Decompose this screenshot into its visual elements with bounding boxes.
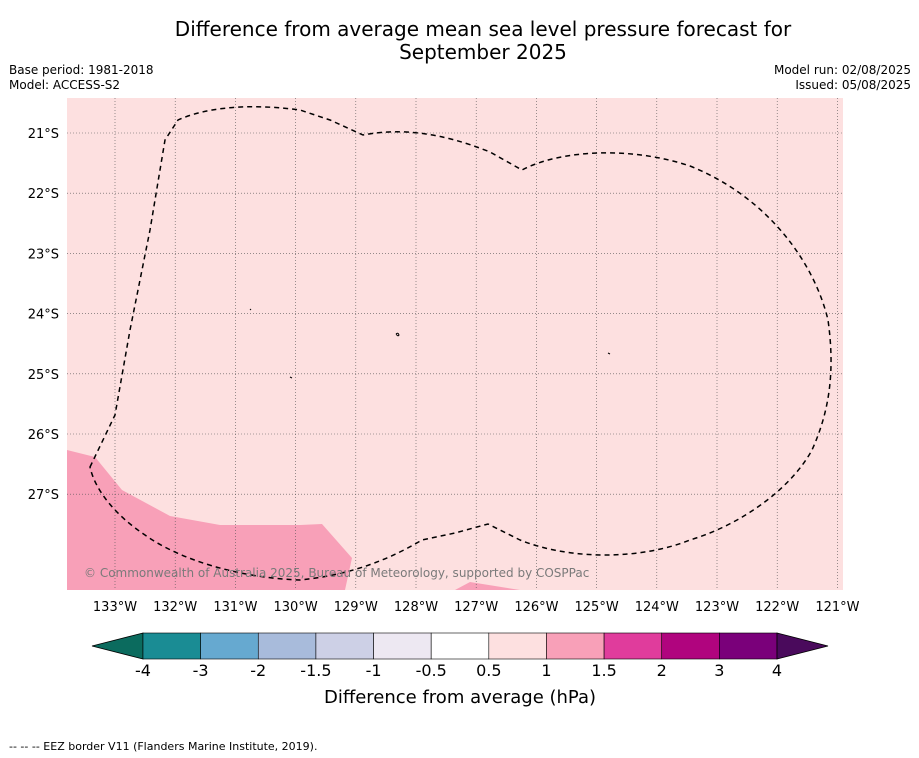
longitude-label: 133°W [93,600,137,615]
colorbar-low-extend [91,632,144,660]
latitude-label: 22°S [28,187,59,202]
title-line-2: September 2025 [399,40,567,64]
graticule [67,98,843,590]
map-panel: © Commonwealth of Australia 2025, Bureau… [28,98,860,615]
latitude-label: 21°S [28,127,59,142]
longitude-label: 122°W [755,600,799,615]
colorbar-cell [661,632,720,660]
colorbar-cell [373,632,432,660]
island-marker [607,352,611,355]
colorbar-cells [142,632,778,660]
island-marker [395,332,400,337]
eez-border [89,106,832,581]
latitude-label: 24°S [28,308,59,323]
colorbar-tick-label: -4 [135,661,151,680]
colorbar-high-extend [776,632,829,660]
colorbar-cell [546,632,605,660]
model-run: Model run: 02/08/2025 [773,63,911,77]
map-title: Difference from average mean sea level p… [0,18,919,64]
colorbar: -4 -3 -2 -1.5 -1 -0.5 0.5 1 1.5 2 3 4 Difference fr… [91,632,829,708]
colorbar-tick-label: -0.5 [416,661,447,680]
colorbar-tick-label: 1 [541,661,551,680]
colorbar-cell [488,632,547,660]
colorbar-tick-labels: -4 -3 -2 -1.5 -1 -0.5 0.5 1 1.5 2 3 4 [135,661,782,680]
colorbar-cell [719,632,778,660]
colorbar-tick-label: 0.5 [476,661,501,680]
colorbar-cell [200,632,259,660]
eez-footnote: -- -- -- EEZ border V11 (Flanders Marine… [9,740,318,753]
base-info: Base period: 1981-2018 Model: ACCESS-S2 [9,63,154,93]
colorbar-label: Difference from average (hPa) [324,687,596,708]
colorbar-tick-label: 3 [714,661,724,680]
colorbar-cell [315,632,374,660]
latitude-label: 26°S [28,428,59,443]
island-marker [289,376,293,379]
run-info: Model run: 02/08/2025 Issued: 05/08/2025 [774,63,911,93]
longitude-label: 131°W [213,600,257,615]
model-name: Model: ACCESS-S2 [9,78,121,92]
issued-date: Issued: 05/08/2025 [795,78,911,92]
longitude-label: 124°W [635,600,679,615]
longitude-labels: 133°W 132°W 131°W 130°W 129°W 128°W 127°W 126°W… [93,600,860,615]
latitude-label: 23°S [28,247,59,262]
latitude-label: 27°S [28,488,59,503]
longitude-label: 132°W [153,600,197,615]
longitude-label: 130°W [274,600,318,615]
colorbar-tick-label: 1.5 [591,661,616,680]
colorbar-cell [603,632,663,660]
latitude-labels: 21°S 22°S 23°S 24°S 25°S 26°S 27°S [28,127,59,503]
colorbar-cell [430,632,490,660]
colorbar-tick-label: -2 [250,661,266,680]
colorbar-tick-label: 4 [772,661,782,680]
copyright-text: © Commonwealth of Australia 2025, Bureau… [84,566,589,580]
island-marker [249,308,252,311]
base-period: Base period: 1981-2018 [9,63,154,77]
title-line-1: Difference from average mean sea level p… [174,17,792,41]
colorbar-tick-label: 2 [657,661,667,680]
pressure-anomaly-patch-small [455,582,520,590]
pressure-anomaly-patch [67,450,352,590]
longitude-label: 123°W [695,600,739,615]
map-background [67,98,843,590]
colorbar-tick-label: -1.5 [300,661,331,680]
longitude-label: 125°W [575,600,619,615]
colorbar-cell [257,632,317,660]
longitude-label: 127°W [454,600,498,615]
colorbar-cell [142,632,201,660]
colorbar-tick-label: -1 [366,661,382,680]
latitude-label: 25°S [28,368,59,383]
colorbar-tick-label: -3 [193,661,209,680]
longitude-label: 126°W [514,600,558,615]
longitude-label: 128°W [394,600,438,615]
longitude-label: 121°W [815,600,859,615]
longitude-label: 129°W [334,600,378,615]
